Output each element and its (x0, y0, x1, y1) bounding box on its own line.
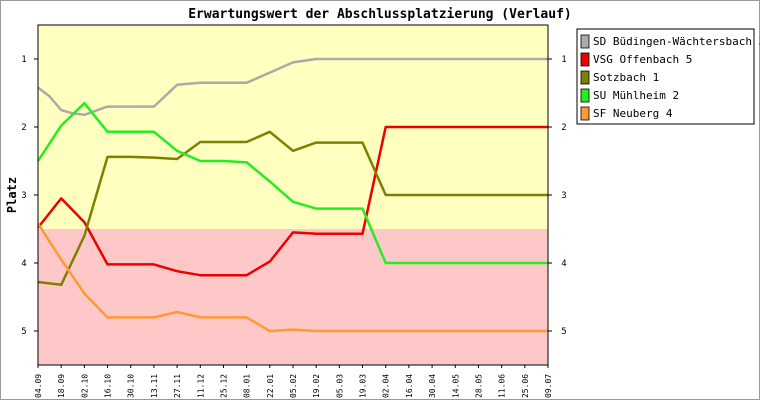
legend-entry: VSG Offenbach 5 (593, 53, 692, 66)
legend-swatch (580, 70, 590, 85)
y-tick-label-left: 3 (21, 191, 26, 201)
x-tick-label: 16.04 (405, 374, 414, 398)
y-tick-label-right: 5 (561, 327, 566, 337)
x-tick-label: 18.09 (57, 374, 66, 398)
y-tick-label-right: 2 (561, 123, 566, 133)
series-line-4 (36, 101, 548, 265)
series-line-2 (37, 125, 548, 277)
y-axis-right: 1 2 3 4 5 (548, 55, 567, 337)
x-tick-label: 08.01 (243, 374, 252, 398)
legend-swatch (580, 34, 590, 49)
series-line-3 (37, 130, 548, 287)
x-tick-label: 05.03 (335, 374, 344, 398)
y-tick-label-left: 2 (21, 123, 26, 133)
series-line-5 (36, 222, 548, 333)
x-tick-label: 19.03 (359, 374, 368, 398)
x-tick-label: 11.12 (196, 374, 205, 398)
x-tick-label: 27.11 (173, 374, 182, 398)
legend-entry: SF Neuberg 4 (593, 107, 673, 120)
x-tick-label: 13.11 (150, 374, 159, 398)
x-tick-label: 14.05 (451, 374, 460, 398)
x-tick-label: 16.10 (104, 374, 113, 398)
legend-entry: Sotzbach 1 (593, 71, 659, 84)
x-axis: 04.09 18.09 02.10 16.10 30.10 13.11 27.11 11.12… (34, 365, 553, 398)
x-tick-label: 22.01 (266, 374, 275, 398)
series-layer (36, 57, 548, 333)
legend-entry: SU Mühlheim 2 (593, 89, 679, 102)
y-axis-label: Platz (5, 177, 19, 213)
x-tick-label: 02.10 (80, 374, 89, 398)
y-tick-label-left: 5 (21, 327, 26, 337)
y-tick-label-right: 3 (561, 191, 566, 201)
x-tick-label: 02.04 (382, 374, 391, 398)
x-tick-label: 19.02 (312, 374, 321, 398)
x-tick-label: 05.02 (289, 374, 298, 398)
x-tick-label: 04.09 (34, 374, 43, 398)
x-tick-label: 09.07 (544, 374, 553, 398)
x-tick-label: 11.06 (498, 374, 507, 398)
x-tick-label: 25.06 (521, 374, 530, 398)
chart-title: Erwartungswert der Abschlussplatzierung … (188, 7, 572, 22)
legend-box (576, 28, 755, 125)
x-tick-label: 30.10 (127, 374, 136, 398)
y-tick-label-right: 1 (561, 55, 566, 65)
y-tick-label-left: 4 (21, 259, 26, 269)
y-axis-left: 1 2 3 4 5 (21, 55, 38, 337)
legend-swatch (580, 88, 590, 103)
x-tick-label: 25.12 (219, 374, 228, 398)
x-tick-label: 28.05 (474, 374, 483, 398)
series-line-1 (37, 57, 548, 117)
y-tick-label-left: 1 (21, 55, 26, 65)
x-tick-label: 30.04 (428, 374, 437, 398)
legend-entry: SD Büdingen-Wächtersbach 3 (593, 35, 760, 48)
y-tick-label-right: 4 (561, 259, 566, 269)
zone-2 (38, 229, 548, 365)
legend-swatch (580, 52, 590, 67)
legend-swatch (580, 106, 590, 121)
legend: SD Büdingen-Wächtersbach 3 VSG Offenbach … (576, 28, 760, 125)
